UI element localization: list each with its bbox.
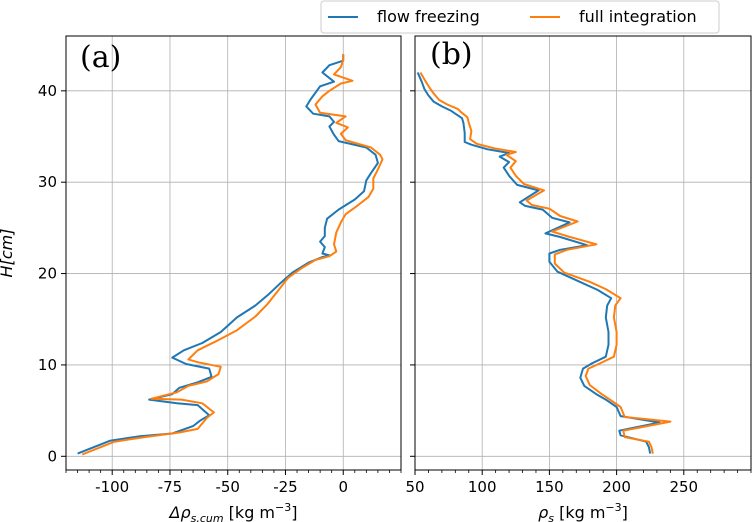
panel-a-xtick-label: 0 (338, 478, 348, 496)
panel-a-ytick-label: 10 (38, 356, 57, 374)
panel-b-xtick-label: 100 (468, 478, 497, 496)
panel-b-frame (414, 35, 752, 471)
panel-a-xtick-label: -75 (158, 478, 183, 496)
panel-b-xlabel-close: ] (622, 503, 628, 522)
panel-b-xlabel: ρs [kg m−3] (538, 501, 628, 522)
panel-a: -100 -75 -50 -25 0 0 10 20 30 40 (a) Δρs,cum [kg … (0, 35, 402, 522)
panel-a-label: (a) (80, 40, 121, 75)
panel-b: 50 100 150 200 250 (b) ρs [kg m−3] (405, 35, 752, 522)
panel-b-label: (b) (430, 37, 473, 72)
panel-a-frame (65, 35, 402, 471)
panel-a-xlabel-sub: s,cum (191, 512, 224, 522)
panel-b-grid (414, 36, 751, 470)
legend-box (320, 0, 720, 34)
panel-a-series-full-integration (81, 54, 384, 456)
panel-b-xlabel-sup: −3 (605, 501, 621, 514)
panel-a-ytick-label: 20 (38, 265, 57, 283)
panel-b-xlabel-sub: s (548, 512, 554, 522)
panel-b-series (416, 71, 672, 454)
panel-b-xtick-label: 200 (602, 478, 631, 496)
panel-a-ylabel: H[cm] (0, 229, 16, 278)
panel-a-xlabel-prefix: Δρ (168, 503, 191, 522)
panel-b-xtick-label: 250 (669, 478, 698, 496)
panel-b-xlabel-unit: [kg m (554, 503, 605, 522)
panel-b-xtick-label: 150 (535, 478, 564, 496)
panel-a-ytick-label: 0 (47, 447, 57, 465)
panel-b-xlabel-prefix: ρ (538, 503, 548, 522)
panel-a-ytick-label: 30 (38, 173, 57, 191)
legend-label-flow-freezing: flow freezing (377, 7, 480, 26)
panel-a-ytick-label: 40 (38, 82, 57, 100)
panel-b-series-flow-freezing (416, 72, 661, 454)
panel-a-xlabel-sup: −3 (275, 501, 291, 514)
panel-a-ticks: -100 -75 -50 -25 0 0 10 20 30 40 (38, 82, 402, 496)
legend: flow freezing full integration (320, 0, 720, 34)
panel-a-xlabel-close: ] (291, 503, 297, 522)
legend-label-full-integration: full integration (579, 7, 697, 26)
panel-a-xtick-label: -25 (273, 478, 298, 496)
panel-a-xtick-label: -100 (95, 478, 129, 496)
panel-b-series-full-integration (419, 71, 672, 454)
panel-a-xlabel: Δρs,cum [kg m−3] (168, 501, 298, 522)
panel-a-grid (66, 36, 401, 470)
panel-a-xlabel-unit: [kg m (224, 503, 275, 522)
panel-b-ticks: 50 100 150 200 250 (405, 90, 752, 496)
panel-b-xtick-label: 50 (405, 478, 424, 496)
panel-a-series (77, 54, 384, 456)
panel-a-xtick-label: -50 (215, 478, 240, 496)
